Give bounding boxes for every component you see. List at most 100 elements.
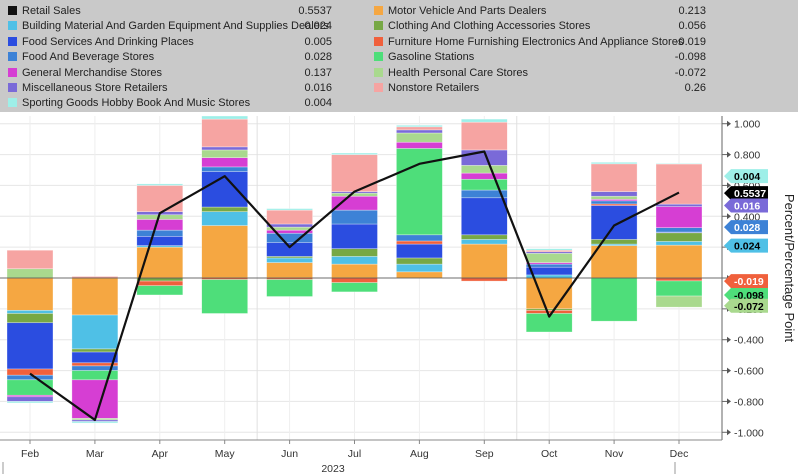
legend-swatch [8,6,17,15]
y-tick-label: -0.400 [734,335,764,347]
bar-segment-sporting-goods-hobby-book-and-music-stores [201,115,248,120]
value-tag-label: -0.019 [734,276,764,288]
bar-segment-clothing-and-clothing-accessories-stores [331,248,378,257]
legend-swatch [374,67,383,77]
legend-entry-clothing-and-clothing-accessories-stores: Clothing And Clothing Accessories Stores [374,19,590,33]
legend-swatch [8,98,17,108]
bar-segment-sporting-goods-hobby-book-and-music-stores [6,401,54,404]
bar-segment-motor-vehicle-and-parts-dealers [6,277,54,311]
value-tag-box [724,169,768,184]
legend-label: Food Services And Drinking Places [22,35,194,48]
bar-segment-building-material-and-garden-equipment-and-supplies-dealers [6,310,54,314]
bar-stack-dec [655,163,703,308]
bar-segment-food-and-beverage-stores [6,374,54,381]
bar-segment-gasoline-stations [201,279,248,314]
legend-value: 0.016 [304,82,332,94]
bar-segment-motor-vehicle-and-parts-dealers [331,263,378,279]
bar-segment-general-merchandise-stores [201,157,248,168]
bar-segment-motor-vehicle-and-parts-dealers [71,277,119,316]
bar-segment-food-services-and-drinking-places [266,242,313,257]
bar-segment-furniture-home-furnishing-electronics-and-appliance-stores [460,277,508,282]
bar-segment-food-services-and-drinking-places [590,205,638,240]
bar-segment-food-services-and-drinking-places [71,351,119,364]
bar-segment-food-services-and-drinking-places [201,171,248,208]
bar-segment-clothing-and-clothing-accessories-stores [136,277,184,282]
bar-segment-clothing-and-clothing-accessories-stores [655,232,703,242]
legend-swatch [374,36,383,46]
value-tag-box [724,298,768,313]
legend-entry-health-personal-care-stores: Health Personal Care Stores [374,66,528,80]
legend-entry-nonstore-retailers: Nonstore Retailers [374,81,479,95]
legend-label: Clothing And Clothing Accessories Stores [388,20,591,33]
legend-label: Building Material And Garden Equipment A… [22,20,329,33]
x-tick-label: Apr [152,448,169,460]
y-tick-arrow [727,120,731,127]
bar-segment-nonstore-retailers [396,126,443,131]
legend-swatch [374,6,383,15]
value-tag-label: 0.016 [734,200,760,212]
bar-segment-general-merchandise-stores [71,379,119,419]
bar-stack-nov [590,161,638,322]
bar-segment-food-services-and-drinking-places [396,243,443,259]
x-tick-label: Jun [281,448,298,460]
bar-segment-gasoline-stations [266,279,313,297]
x-tick-label: Nov [605,448,624,460]
y-tick-label: -0.800 [734,396,764,408]
bar-segment-clothing-and-clothing-accessories-stores [460,234,508,240]
bar-segment-nonstore-retailers [6,249,54,270]
bar-segment-clothing-and-clothing-accessories-stores [396,257,443,265]
legend-value: 0.024 [304,20,332,33]
value-tag: -0.019 [724,274,768,289]
value-tag-box [724,238,768,253]
bar-segment-sporting-goods-hobby-book-and-music-stores [331,152,378,155]
legend-entry-motor-vehicle-and-parts-dealers: Motor Vehicle And Parts Dealers [374,4,546,18]
bar-segment-food-and-beverage-stores [590,200,638,205]
legend-label: Gasoline Stations [388,51,475,64]
bar-segment-building-material-and-garden-equipment-and-supplies-dealers [266,257,313,263]
bar-segment-building-material-and-garden-equipment-and-supplies-dealers [201,211,248,226]
x-tick-label: Sep [475,448,494,460]
bar-stack-aug [396,124,443,279]
bar-segment-general-merchandise-stores [460,172,508,180]
value-tag: 0.004 [724,169,768,184]
bar-stack-jul [331,152,378,293]
bar-segment-building-material-and-garden-equipment-and-supplies-dealers [331,256,378,265]
legend-swatch [8,52,17,62]
bar-segment-sporting-goods-hobby-book-and-music-stores [71,421,119,424]
legend-value: 0.26 [684,82,706,94]
bar-segment-food-services-and-drinking-places [331,223,378,249]
y-tick-arrow [727,182,731,189]
bar-segment-gasoline-stations [136,285,184,296]
x-axis: Feb Mar Apr May Jun Jul Aug Sep Oct Nov Dec 2023 [0,439,722,475]
bar-segment-sporting-goods-hobby-book-and-music-stores [460,118,508,123]
bar-segment-clothing-and-clothing-accessories-stores [590,239,638,245]
bar-segment-nonstore-retailers [201,118,248,148]
bar-segment-gasoline-stations [460,178,508,191]
legend-entry-building-material-and-garden-equipment-and-supplies-dealers: Building Material And Garden Equipment A… [8,19,329,33]
y-tick-arrow [727,336,731,343]
bar-segment-miscellaneous-store-retailers [396,129,443,134]
y-tick-arrow [727,367,731,374]
value-tag-label: -0.072 [734,301,764,313]
legend-entry-food-services-and-drinking-places: Food Services And Drinking Places [8,35,194,49]
bar-segment-motor-vehicle-and-parts-dealers [460,243,508,279]
legend-label: General Merchandise Stores [22,66,163,79]
legend-label: Sporting Goods Hobby Book And Music Stor… [22,97,251,110]
value-tag-label: 0.004 [734,171,760,183]
bar-segment-miscellaneous-store-retailers [266,223,313,228]
value-tag: 0.028 [724,220,768,235]
value-tag-label: 0.024 [734,241,760,253]
y-tick-label: -1.000 [734,427,764,439]
bar-stack-oct [525,248,573,333]
bar-segment-miscellaneous-store-retailers [590,191,638,197]
legend-label: Food And Beverage Stores [22,51,155,64]
legend-swatch [8,83,17,92]
bar-segment-miscellaneous-store-retailers [655,203,703,207]
bar-segment-clothing-and-clothing-accessories-stores [6,313,54,324]
bar-segment-miscellaneous-store-retailers [201,146,248,151]
bar-segment-sporting-goods-hobby-book-and-music-stores [590,161,638,165]
bar-segment-furniture-home-furnishing-electronics-and-appliance-stores [396,240,443,245]
legend-swatch [8,21,17,31]
legend-swatch [8,67,17,77]
legend-panel: Retail Sales 0.5537 Motor Vehicle And Part… [0,0,798,112]
